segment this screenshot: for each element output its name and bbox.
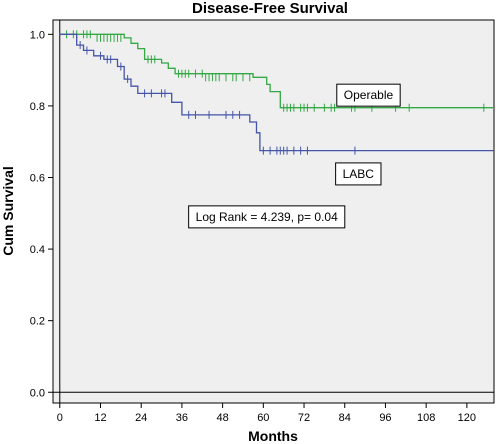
y-tick-label: 0.6 [30,172,45,184]
annotation-text: LABC [343,167,375,181]
y-tick-label: 0.8 [30,101,45,113]
chart-title: Disease-Free Survival [192,0,348,17]
x-tick-label: 84 [339,412,351,424]
x-tick-label: 108 [417,412,435,424]
x-tick-label: 72 [298,412,310,424]
y-tick-label: 1.0 [30,29,45,41]
survival-curve-labc [59,33,494,152]
annotation-operable: Operable [336,83,401,107]
annotation-box [188,205,346,229]
annotation-labc: LABC [335,162,382,186]
y-axis-title: Cum Survival [0,166,16,255]
series-operable [59,30,494,112]
annotation-box [336,83,401,107]
y-tick-label: 0.2 [30,316,45,328]
x-axis: 0 12 24 36 48 60 72 84 96 108 120 [57,403,476,424]
x-tick-label: 36 [176,412,188,424]
y-axis: 0.0 0.2 0.4 0.6 0.8 1.0 [30,29,53,399]
annotation-layer: Operable LABC Log Rank = 4.239, p= 0.04 [188,83,401,229]
x-tick-label: 24 [135,412,147,424]
annotation-text: Log Rank = 4.239, p= 0.04 [196,210,338,224]
reference-lines [53,20,494,403]
y-tick-label: 0.0 [30,387,45,399]
survival-curve-operable [59,33,494,109]
x-tick-label: 60 [257,412,269,424]
x-tick-label: 96 [379,412,391,424]
annotation-log-rank-p: Log Rank = 4.239, p= 0.04 [188,205,346,229]
series-labc [59,33,494,155]
annotation-box [335,162,382,186]
y-tick-label: 0.4 [30,244,45,256]
annotation-text: Operable [344,88,394,102]
x-tick-label: 120 [458,412,476,424]
x-tick-label: 48 [216,412,228,424]
x-tick-label: 0 [57,412,63,424]
x-tick-label: 12 [94,412,106,424]
x-axis-title: Months [248,428,298,444]
series-layer [59,30,494,155]
